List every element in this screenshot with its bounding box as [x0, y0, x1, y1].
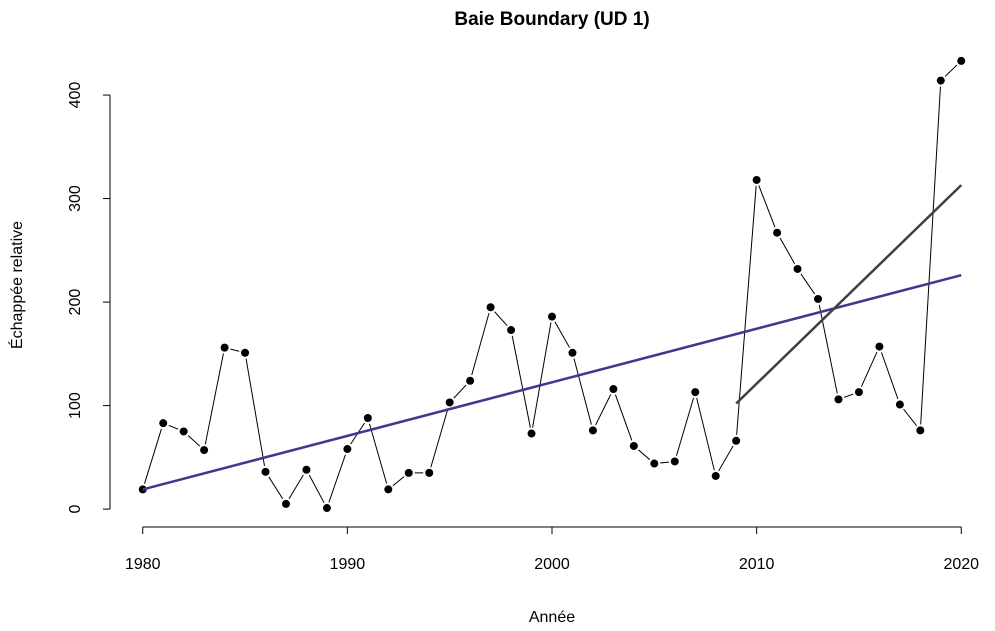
data-point	[873, 340, 886, 353]
data-point	[566, 346, 579, 359]
y-tick-label: 0	[67, 505, 84, 514]
data-point	[914, 424, 927, 437]
data-point	[955, 54, 968, 67]
data-point	[893, 398, 906, 411]
y-tick-label: 400	[67, 82, 84, 109]
x-tick-label: 2000	[534, 556, 570, 573]
y-tick-label: 100	[67, 392, 84, 419]
data-point	[443, 396, 456, 409]
data-point	[525, 427, 538, 440]
data-point	[627, 439, 640, 452]
data-point	[382, 483, 395, 496]
data-point	[689, 386, 702, 399]
data-point	[812, 292, 825, 305]
data-point	[259, 465, 272, 478]
data-point	[546, 310, 558, 323]
series-line	[735, 184, 963, 405]
data-point	[218, 341, 231, 354]
data-point	[464, 374, 477, 387]
data-point	[730, 434, 743, 447]
data-point	[586, 424, 599, 437]
x-tick-label: 1980	[125, 556, 161, 573]
series-line	[142, 60, 962, 510]
data-point	[505, 324, 518, 337]
data-point	[791, 262, 804, 275]
data-point	[198, 444, 211, 457]
data-point	[300, 463, 313, 476]
data-point	[771, 226, 784, 239]
y-tick-label: 200	[67, 289, 84, 316]
x-tick-label: 2010	[739, 556, 775, 573]
data-point	[402, 466, 415, 479]
data-point	[607, 383, 620, 396]
data-point	[320, 502, 333, 515]
y-axis-label: Échappée relative	[7, 221, 26, 349]
series-line	[142, 273, 962, 491]
data-point	[341, 443, 354, 456]
data-point	[157, 417, 170, 430]
data-point	[934, 74, 947, 87]
data-point	[239, 346, 252, 359]
data-point	[361, 412, 374, 425]
data-point	[832, 393, 845, 406]
data-point	[750, 173, 763, 186]
data-point	[423, 466, 436, 479]
chart-title: Baie Boundary (UD 1)	[454, 9, 649, 30]
data-point	[668, 455, 681, 468]
x-tick-label: 1990	[330, 556, 366, 573]
x-axis-label: Année	[529, 609, 575, 626]
data-point	[279, 497, 292, 510]
data-point	[484, 301, 497, 314]
data-point	[177, 425, 190, 438]
data-point	[852, 386, 865, 399]
data-point	[709, 469, 722, 482]
x-tick-label: 2020	[943, 556, 979, 573]
data-point	[648, 457, 661, 470]
y-tick-label: 300	[67, 185, 84, 212]
